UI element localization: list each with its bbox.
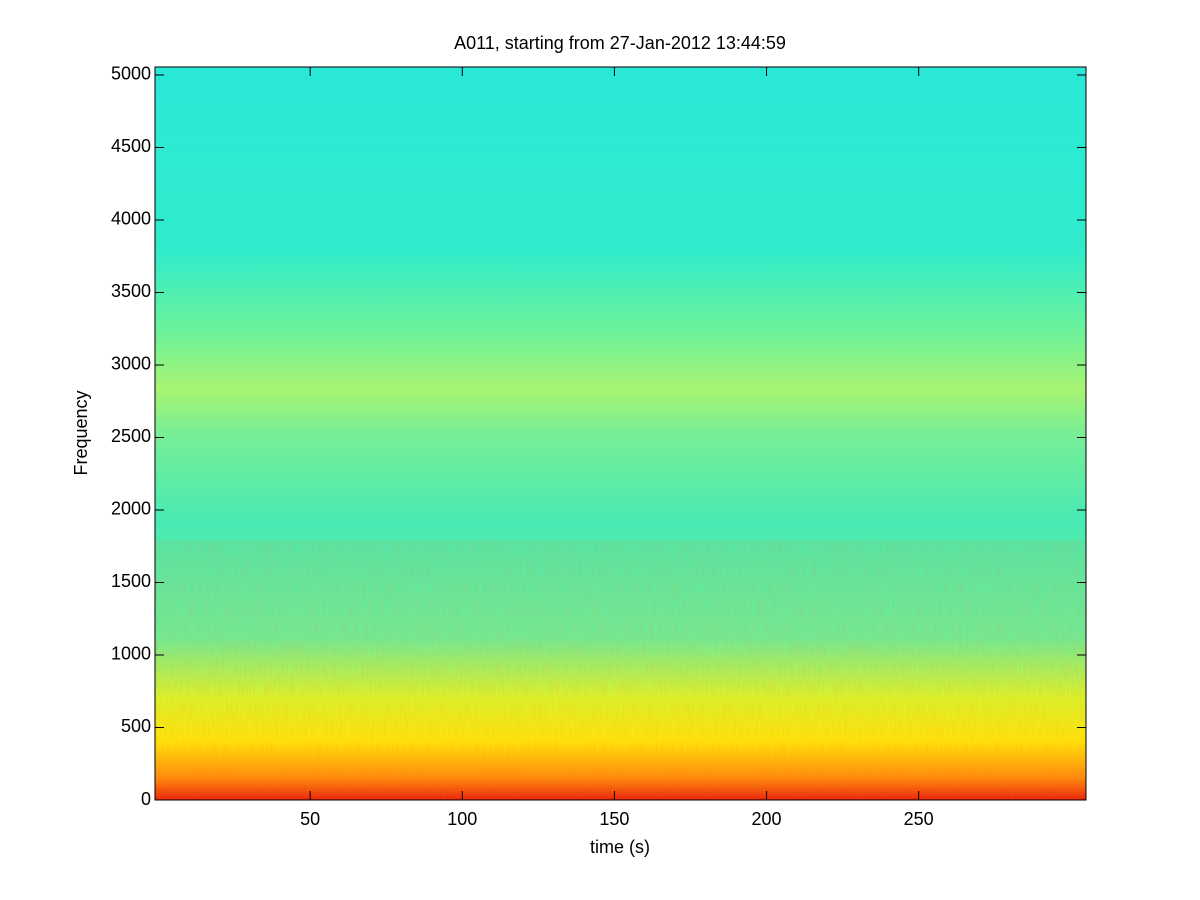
y-axis-label: Frequency [71, 390, 91, 475]
y-tick-label: 2500 [111, 426, 151, 446]
spectrogram-texture [155, 540, 1086, 800]
y-tick-label: 5000 [111, 64, 151, 84]
x-tick-label: 200 [752, 809, 782, 829]
x-axis-label: time (s) [590, 837, 650, 857]
y-tick-label: 4500 [111, 136, 151, 156]
x-tick-label: 100 [447, 809, 477, 829]
x-tick-label: 50 [300, 809, 320, 829]
y-tick-label: 2000 [111, 499, 151, 519]
y-tick-label: 0 [141, 789, 151, 809]
chart-title: A011, starting from 27-Jan-2012 13:44:59 [454, 33, 786, 53]
x-tick-label: 150 [599, 809, 629, 829]
y-tick-label: 3000 [111, 354, 151, 374]
y-tick-label: 500 [121, 716, 151, 736]
y-tick-label: 1000 [111, 644, 151, 664]
plot-frame [154, 66, 1087, 801]
y-tick-label: 4000 [111, 209, 151, 229]
x-tick-label: 250 [904, 809, 934, 829]
y-tick-label: 1500 [111, 571, 151, 591]
y-tick-label: 3500 [111, 281, 151, 301]
